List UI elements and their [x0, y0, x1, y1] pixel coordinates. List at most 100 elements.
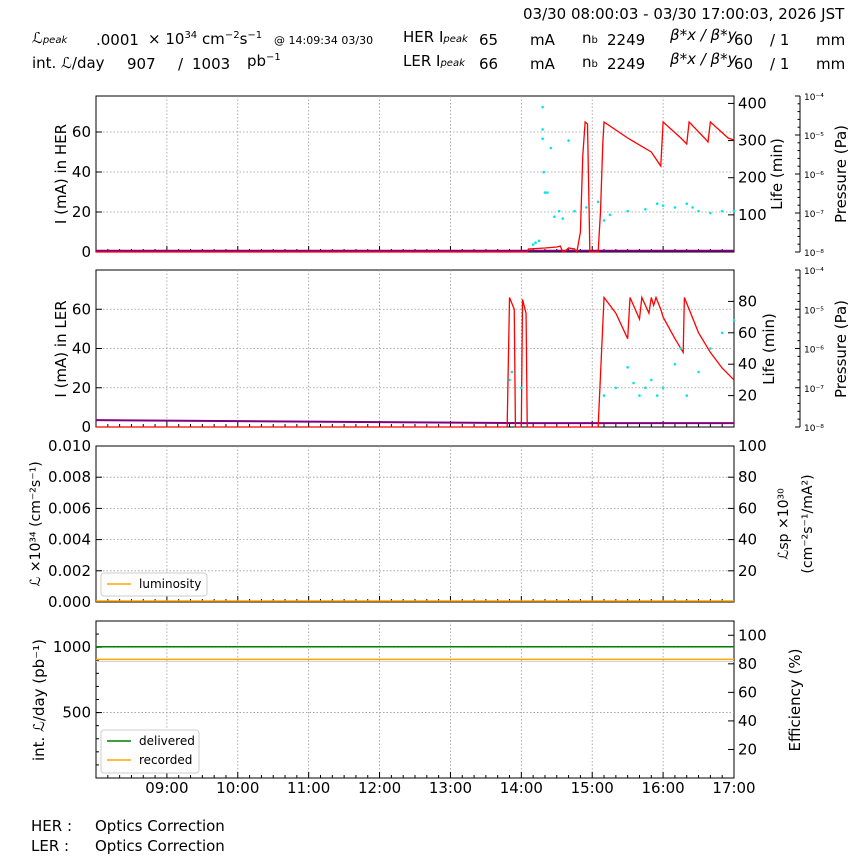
y2-tick-label: 100 — [738, 437, 767, 455]
int-lumi-recorded: 907 — [127, 55, 156, 73]
y-tick-label: 0 — [81, 418, 91, 436]
her-life-point — [541, 128, 544, 131]
her-mm-unit: mm — [816, 31, 846, 49]
ler-life-point — [732, 318, 736, 322]
ler-life-point — [632, 381, 635, 385]
int-ylabel-right: Efficiency (%) — [786, 649, 804, 752]
ler-life-point — [673, 362, 677, 366]
pressure-tick-label: 10⁻⁸ — [804, 249, 824, 259]
her-ylabel: I (mA) in HER — [52, 124, 70, 224]
her-life-point — [732, 209, 736, 213]
her-life-point — [541, 137, 544, 141]
her-life-point — [673, 206, 677, 209]
her-life-point — [537, 239, 541, 243]
ler-current-line — [96, 295, 735, 428]
her-life-point — [567, 139, 570, 142]
y2-tick-label: 20 — [738, 387, 757, 405]
footer-ler-status: Optics Correction — [95, 837, 225, 855]
int-lumi-unit: pb−1 — [247, 52, 281, 70]
y2-tick-label: 60 — [738, 683, 757, 701]
ler-life-point — [720, 331, 724, 335]
lpeak-value: .0001 — [96, 31, 139, 49]
ler-life-point — [602, 394, 606, 397]
y2-tick-label: 80 — [738, 468, 757, 486]
ler-nb-value: 2249 — [607, 55, 646, 73]
y-tick-label: 60 — [72, 300, 91, 318]
pressure-tick-label: 10⁻⁴ — [804, 93, 824, 103]
ler-ipeak-value: 66 — [479, 55, 499, 73]
date-range: 03/30 08:00:03 - 03/30 17:00:03, 2026 JS… — [523, 5, 845, 23]
footer-her-label: HER : — [31, 817, 73, 835]
ler-life-point — [697, 370, 700, 374]
her-beta-x: 60 — [734, 31, 754, 49]
ler-life-point — [626, 366, 629, 369]
int-lumi-slash: / — [178, 55, 184, 73]
y2-tick-label: 60 — [738, 499, 757, 517]
lumi-ylabel: ℒ ×10³⁴ (cm⁻²s⁻¹) — [28, 461, 44, 586]
her-life-point — [626, 209, 629, 213]
y-tick-label: 0 — [81, 243, 91, 261]
ler-life-point — [655, 394, 659, 397]
y2-tick-label: 200 — [738, 169, 767, 187]
ler-life-point — [685, 394, 689, 397]
her-life-point — [546, 191, 549, 194]
y-tick-label: 40 — [72, 163, 91, 181]
her-life-point — [596, 200, 600, 204]
y2-tick-label: 40 — [738, 355, 757, 373]
her-beta-y: / 1 — [770, 31, 790, 49]
lumi-ylabel-right2: (cm⁻²s⁻¹/mA²) — [800, 474, 816, 573]
her-life-point — [661, 204, 665, 207]
lumi-legend-box — [100, 572, 208, 597]
ler-life-point — [679, 347, 683, 350]
lpeak-unit: × 1034 cm−2s−1 — [148, 30, 263, 48]
her-life-point — [549, 146, 553, 150]
ler-life-point — [508, 378, 511, 382]
her-nb-value: 2249 — [607, 31, 646, 49]
her-life-point — [557, 209, 561, 213]
her-ylabel-pressure: Pressure (Pa) — [832, 125, 850, 223]
her-life-point — [573, 209, 576, 213]
ler-life-point — [649, 378, 653, 382]
y-tick-label: 60 — [72, 123, 91, 141]
her-beta-label: β*x / β*y — [670, 26, 737, 44]
her-life-point — [720, 209, 724, 213]
her-ma-unit: mA — [530, 31, 555, 49]
ler-mm-unit: mm — [816, 55, 846, 73]
her-life-point — [561, 217, 564, 220]
y2-tick-label: 20 — [738, 740, 757, 758]
x-tick-label: 11:00 — [287, 779, 330, 797]
y2-tick-label: 20 — [738, 562, 757, 580]
ler-life-point — [614, 386, 618, 390]
her-ipeak-label: HER Ipeak — [403, 28, 468, 46]
ler-life-point — [644, 386, 647, 390]
pressure-tick-label: 10⁻⁴ — [804, 267, 824, 277]
x-tick-label: 13:00 — [429, 779, 472, 797]
y-tick-label: 20 — [72, 203, 91, 221]
ler-life-point — [520, 386, 523, 390]
lumi-ylabel-right: ℒsp ×10³⁰ — [776, 488, 792, 560]
x-tick-label: 14:00 — [500, 779, 543, 797]
her-life-point — [542, 170, 546, 174]
ler-ma-unit: mA — [530, 55, 555, 73]
ler-beta-label: β*x / β*y — [670, 50, 737, 68]
her-life-point — [531, 243, 535, 246]
y-tick-label: 0.010 — [48, 437, 91, 455]
pressure-tick-label: 10⁻⁷ — [804, 385, 824, 395]
her-life-point — [585, 206, 588, 209]
her-life-point — [541, 105, 544, 109]
footer-her-status: Optics Correction — [95, 817, 225, 835]
y-tick-label: 0.008 — [48, 468, 91, 486]
lumi-legend-label: luminosity — [139, 577, 201, 591]
x-tick-label: 10:00 — [216, 779, 259, 797]
lpeak-time: @ 14:09:34 03/30 — [274, 34, 374, 47]
y-tick-label: 0.006 — [48, 499, 91, 517]
pressure-tick-label: 10⁻⁵ — [804, 132, 824, 142]
ler-ipeak-label: LER Ipeak — [403, 52, 465, 70]
pressure-tick-label: 10⁻⁷ — [804, 210, 824, 220]
her-life-point — [709, 211, 712, 215]
y-tick-label: 40 — [72, 340, 91, 358]
int-lumi-label: int. ℒ/day — [32, 54, 105, 72]
pressure-tick-label: 10⁻⁵ — [804, 306, 824, 316]
pressure-tick-label: 10⁻⁶ — [804, 171, 824, 181]
